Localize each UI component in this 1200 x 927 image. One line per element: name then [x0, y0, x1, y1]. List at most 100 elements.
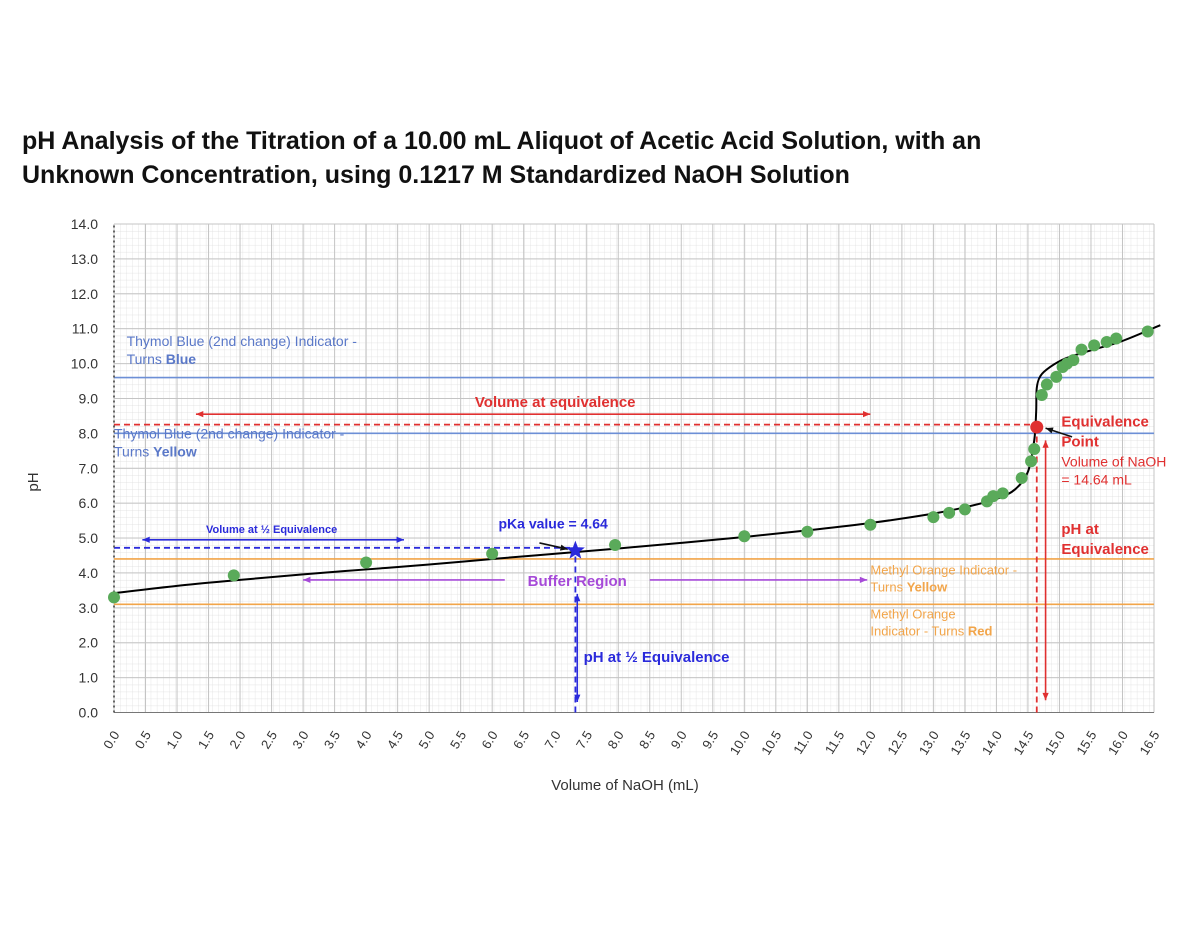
thymol-blue-low-label-segment: Yellow: [153, 444, 197, 460]
data-point: [1035, 388, 1048, 401]
pka-value-label-segment: pKa value = 4.64: [498, 515, 608, 531]
x-tick-label: 11.5: [822, 728, 848, 757]
y-tick-label: 9.0: [79, 390, 99, 406]
x-tick-label: 11.0: [790, 728, 816, 757]
data-point: [486, 547, 499, 560]
chart-title-line-1: pH Analysis of the Titration of a 10.00 …: [22, 127, 982, 155]
x-tick-label: 13.5: [947, 728, 973, 757]
y-tick-label: 3.0: [79, 600, 99, 616]
ph-equivalence-arrow-head: [1042, 440, 1049, 448]
data-point: [108, 591, 120, 604]
data-point: [996, 487, 1009, 500]
methyl-orange-red-label-segment: Methyl Orange: [870, 606, 955, 621]
methyl-orange-red-label-segment: Indicator - Turns: [870, 623, 968, 638]
chart-title: pH Analysis of the Titration of a 10.00 …: [22, 124, 1122, 192]
data-point: [227, 569, 240, 582]
data-point: [1075, 343, 1088, 356]
x-tick-label: 4.5: [384, 728, 406, 751]
data-point: [1141, 325, 1154, 338]
x-tick-label: 1.5: [195, 728, 217, 751]
reference-lines: [113, 224, 1154, 713]
equivalence-point-label: Equivalence Point: [1061, 413, 1149, 450]
x-tick-label: 1.0: [163, 728, 185, 751]
data-point: [1025, 455, 1038, 468]
pka-pointer-arrow-head: [559, 544, 568, 551]
buffer-region-label: Buffer Region: [528, 573, 627, 590]
half-equivalence-arrow-head: [396, 536, 404, 543]
x-tick-label: 5.5: [447, 728, 469, 751]
thymol-blue-low-label-segment: Thymol Blue (2nd change) Indicator -: [114, 426, 345, 442]
chart-title-line-2: Unknown Concentration, using 0.1217 M St…: [22, 161, 850, 189]
thymol-blue-high-label-segment: Turns: [127, 351, 166, 367]
buffer-region-label-segment: Buffer Region: [528, 573, 627, 590]
y-tick-label: 4.0: [79, 565, 99, 581]
methyl-orange-red-label: Methyl Orange Indicator - Turns Red: [870, 606, 992, 638]
data-point: [1100, 335, 1113, 348]
volume-at-equivalence-label-segment: Volume at equivalence: [475, 394, 636, 411]
x-tick-label: 2.0: [226, 728, 248, 751]
volume-half-equivalence-label-segment: Volume at ½ Equivalence: [206, 524, 337, 536]
data-point: [1015, 472, 1028, 485]
y-tick-label: 6.0: [79, 495, 99, 511]
methyl-orange-red-label-segment: Red: [968, 623, 993, 638]
thymol-blue-low-label-segment: Turns: [114, 444, 153, 460]
x-tick-label: 13.0: [916, 728, 942, 757]
x-tick-label: 15.5: [1073, 728, 1099, 757]
x-tick-label: 3.5: [321, 728, 343, 751]
y-tick-label: 12.0: [71, 286, 98, 302]
ph-half-equivalence-label-segment: pH at ½ Equivalence: [584, 649, 730, 666]
y-tick-label: 7.0: [79, 460, 99, 476]
annotation-arrows: [142, 411, 1073, 703]
x-tick-label: 0.5: [132, 728, 154, 751]
ph-at-equivalence-label: pH at Equivalence: [1061, 521, 1149, 558]
special-points: [565, 420, 1044, 559]
y-tick-label: 11.0: [72, 321, 98, 337]
x-tick-label: 0.0: [100, 728, 122, 751]
equivalence-pointer-arrow-head: [1045, 427, 1054, 434]
x-tick-label: 9.0: [668, 728, 690, 751]
data-point: [1028, 443, 1041, 456]
x-tick-label: 10.5: [758, 728, 784, 757]
data-point: [1050, 370, 1063, 383]
ph-at-equivalence-label-segment: Equivalence: [1061, 541, 1149, 558]
x-tick-label: 7.0: [541, 728, 563, 751]
y-tick-label: 10.0: [71, 356, 98, 372]
x-tick-label: 14.5: [1010, 728, 1036, 757]
buffer-region-left-arrow-head: [303, 576, 311, 584]
y-tick-label: 0.0: [79, 705, 99, 721]
data-point: [1088, 339, 1101, 352]
y-tick-label: 13.0: [71, 251, 98, 267]
x-tick-label: 6.0: [478, 728, 500, 751]
major-grid: [113, 223, 1155, 713]
equivalence-point-label-segment: Point: [1061, 433, 1099, 450]
x-tick-label: 6.5: [510, 728, 532, 751]
x-tick-label: 16.0: [1105, 728, 1131, 757]
ph-half-equivalence-arrow-tail: [574, 694, 581, 703]
thymol-blue-low-label: Thymol Blue (2nd change) Indicator - Turn…: [114, 426, 345, 460]
methyl-orange-yellow-label: Methyl Orange Indicator - Turns Yellow: [870, 563, 1017, 595]
x-tick-label: 10.0: [727, 728, 753, 757]
volume-of-naoh-label-segment: = 14.64 mL: [1061, 472, 1132, 488]
data-point: [1067, 354, 1080, 367]
y-tick-label: 5.0: [79, 530, 99, 546]
y-tick-label: 8.0: [79, 425, 99, 441]
buffer-region-right-arrow-head: [859, 576, 868, 584]
volume-equivalence-arrow-tail: [195, 411, 204, 418]
equivalence-point-marker: [1030, 420, 1044, 434]
x-tick-label: 3.0: [289, 728, 311, 751]
volume-of-naoh-label: Volume of NaOH = 14.64 mL: [1061, 454, 1166, 488]
data-point: [943, 506, 956, 519]
x-tick-label: 7.5: [573, 728, 595, 751]
x-tick-label: 4.0: [352, 728, 374, 751]
data-point: [927, 511, 940, 524]
data-point: [864, 518, 877, 531]
x-tick-label: 8.0: [604, 728, 626, 751]
data-point: [801, 525, 814, 538]
x-tick-label: 5.0: [415, 728, 437, 751]
volume-equivalence-arrow-head: [862, 411, 871, 418]
data-point: [738, 530, 751, 543]
x-tick-label: 12.5: [884, 728, 910, 757]
equivalence-point-label-segment: Equivalence: [1061, 413, 1149, 430]
thymol-blue-high-label: Thymol Blue (2nd change) Indicator - Turn…: [127, 333, 358, 367]
